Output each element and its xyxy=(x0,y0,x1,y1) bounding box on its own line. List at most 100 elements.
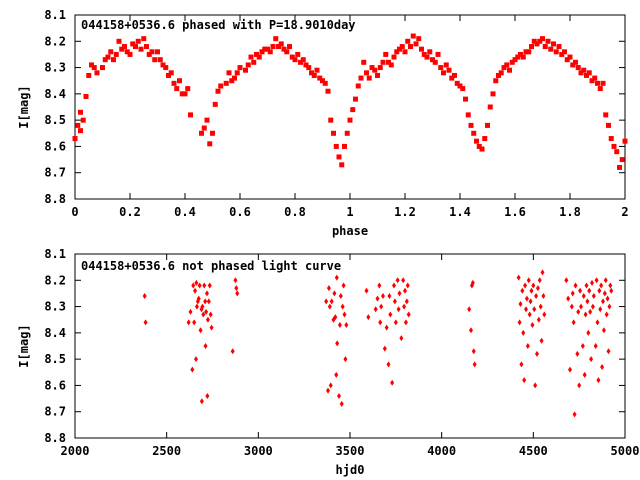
chart-1-data-point xyxy=(223,80,229,86)
chart-1-data-point xyxy=(102,57,108,63)
chart-2-data-point xyxy=(142,293,147,300)
chart-1-data-point xyxy=(287,44,292,50)
chart-2-data-point xyxy=(381,293,385,300)
chart-2-data-point xyxy=(337,392,341,399)
chart-1-data-point xyxy=(410,33,416,39)
chart-1-data-point xyxy=(548,46,554,52)
chart-1-data-point xyxy=(182,91,188,97)
chart-1-data-point xyxy=(237,65,243,71)
chart-2-data-point xyxy=(205,392,210,399)
chart-1-data-point xyxy=(364,70,369,76)
chart-1-data-point xyxy=(556,44,562,50)
chart-1-data-point xyxy=(534,41,540,47)
chart-1-data-point xyxy=(595,80,600,86)
chart-2-data-point xyxy=(593,343,598,349)
chart-2-data-point xyxy=(366,314,371,321)
chart-2-data-point xyxy=(386,361,391,368)
chart-1-data-point xyxy=(452,72,457,78)
chart-1-data-point xyxy=(542,44,548,50)
chart-2-data-point xyxy=(579,303,583,310)
chart-1-data-point xyxy=(438,65,444,71)
chart-2-data-point xyxy=(373,306,378,313)
chart-1-x-tick-label: 0.6 xyxy=(229,205,251,219)
chart-1-data-point xyxy=(212,101,218,107)
chart-1-data-point xyxy=(309,70,314,76)
chart-1-data-point xyxy=(386,59,391,65)
chart-1-data-point xyxy=(402,49,408,55)
chart-1-data-point xyxy=(419,46,424,52)
chart-2-data-point xyxy=(583,311,588,318)
chart-1-data-point xyxy=(388,62,394,68)
chart-1-data-point xyxy=(210,130,215,136)
chart-1-data-point xyxy=(314,67,320,73)
chart-2-title: 044158+0536.6 not phased light curve xyxy=(81,259,341,273)
chart-2-data-point xyxy=(528,298,533,305)
chart-2-data-point xyxy=(568,366,572,373)
chart-2-data-point xyxy=(572,411,577,418)
chart-2-data-point xyxy=(581,293,586,300)
chart-1-data-point xyxy=(80,117,86,123)
chart-2-x-tick-label: 4500 xyxy=(519,444,548,458)
chart-1-data-point xyxy=(468,122,474,128)
chart-2-data-point xyxy=(387,293,392,300)
chart-2-data-point xyxy=(342,311,347,318)
chart-2-data-point xyxy=(564,277,569,284)
chart-1-data-point xyxy=(350,107,356,113)
chart-2-data-point xyxy=(327,303,332,310)
chart-1-data-point xyxy=(531,38,537,44)
chart-2-data-point xyxy=(209,324,214,331)
chart-1-data-point xyxy=(333,143,339,149)
chart-2-data-point xyxy=(324,298,329,305)
chart-1-data-point xyxy=(383,51,389,57)
chart-1-data-point xyxy=(270,44,276,50)
chart-2-data-point xyxy=(609,287,614,294)
chart-2-data-point xyxy=(197,282,202,289)
chart-2-data-point xyxy=(341,282,346,289)
chart-2-data-point xyxy=(534,293,539,300)
chart-1-data-point xyxy=(248,54,254,60)
chart-1-data-point xyxy=(608,136,614,142)
chart-2-data-point xyxy=(143,319,148,326)
chart-2-data-point xyxy=(338,293,343,300)
chart-1-data-point xyxy=(281,46,287,52)
chart-2-data-point xyxy=(388,311,393,318)
chart-1-data-point xyxy=(479,146,485,152)
chart-1-data-point xyxy=(523,49,529,55)
chart-1-data-point xyxy=(188,112,193,118)
chart-2-data-point xyxy=(540,269,545,276)
chart-1-data-point xyxy=(476,143,482,149)
chart-2-x-tick-label: 3500 xyxy=(336,444,365,458)
chart-2-data-point xyxy=(535,285,540,292)
chart-2-data-point xyxy=(591,293,596,300)
chart-1-data-point xyxy=(284,49,290,55)
chart-2-x-tick-label: 2500 xyxy=(152,444,181,458)
chart-1-data-point xyxy=(589,78,595,84)
chart-2-data-point xyxy=(469,327,473,334)
chart-1-y-tick-label: 8.5 xyxy=(44,113,66,127)
chart-2-data-point xyxy=(392,298,397,305)
chart-1-data-point xyxy=(166,72,171,78)
chart-2-data-point xyxy=(205,316,210,323)
chart-1-data-point xyxy=(328,117,334,123)
chart-2-data-point xyxy=(582,371,587,378)
chart-1-data-point xyxy=(465,112,471,118)
chart-2-data-point xyxy=(332,290,337,297)
chart-2-data-point xyxy=(599,282,604,289)
chart-1-data-point xyxy=(113,51,119,57)
chart-2-data-point xyxy=(575,350,580,357)
chart-2-y-axis-label: I[mag] xyxy=(17,324,31,367)
chart-1-data-point xyxy=(366,75,372,81)
chart-2-data-point xyxy=(326,285,331,292)
chart-1-data-point xyxy=(515,54,521,60)
chart-1-data-point xyxy=(553,49,559,55)
chart-2-data-point xyxy=(537,277,542,284)
chart-1-data-point xyxy=(482,136,488,142)
chart-1-data-point xyxy=(234,70,240,76)
chart-1-data-point xyxy=(149,49,155,55)
chart-1-data-point xyxy=(375,72,380,78)
chart-1-data-point xyxy=(490,91,496,97)
chart-2-data-point xyxy=(518,300,523,307)
chart-2-data-point xyxy=(517,319,522,326)
chart-2-data-point xyxy=(587,287,592,294)
chart-2-y-tick-label: 8.5 xyxy=(44,352,66,366)
